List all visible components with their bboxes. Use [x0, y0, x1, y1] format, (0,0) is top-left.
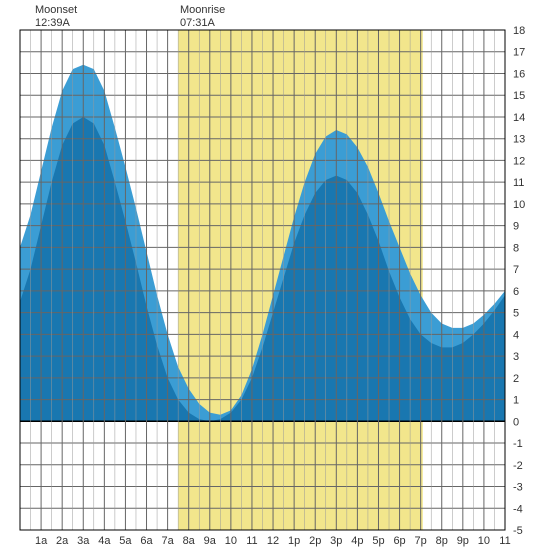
- svg-text:17: 17: [513, 47, 525, 59]
- svg-text:6p: 6p: [393, 535, 405, 547]
- svg-text:1a: 1a: [35, 535, 48, 547]
- svg-text:18: 18: [513, 25, 525, 37]
- svg-text:4: 4: [513, 329, 519, 341]
- svg-text:2p: 2p: [309, 535, 321, 547]
- svg-text:16: 16: [513, 68, 525, 80]
- moonset-annotation: Moonset 12:39A: [35, 4, 77, 30]
- svg-text:12: 12: [513, 155, 525, 167]
- svg-text:14: 14: [513, 112, 525, 124]
- svg-text:5p: 5p: [372, 535, 384, 547]
- svg-text:7p: 7p: [415, 535, 427, 547]
- svg-text:6: 6: [513, 286, 519, 298]
- svg-text:0: 0: [513, 416, 519, 428]
- svg-text:8: 8: [513, 242, 519, 254]
- svg-text:1p: 1p: [288, 535, 300, 547]
- svg-text:7: 7: [513, 264, 519, 276]
- svg-text:6a: 6a: [140, 535, 153, 547]
- moonrise-time: 07:31A: [180, 17, 225, 30]
- svg-text:5: 5: [513, 308, 519, 320]
- svg-text:11: 11: [513, 177, 524, 189]
- svg-text:10: 10: [225, 535, 237, 547]
- chart-svg: 1817161514131211109876543210-1-2-3-4-51a…: [0, 0, 550, 550]
- svg-text:2: 2: [513, 373, 519, 385]
- svg-text:7a: 7a: [161, 535, 174, 547]
- svg-text:-4: -4: [513, 503, 523, 515]
- svg-text:11: 11: [246, 535, 257, 547]
- svg-text:-3: -3: [513, 482, 523, 494]
- svg-text:4a: 4a: [98, 535, 111, 547]
- svg-text:3: 3: [513, 351, 519, 363]
- svg-text:-5: -5: [513, 525, 523, 537]
- svg-text:10: 10: [478, 535, 490, 547]
- svg-text:9p: 9p: [457, 535, 469, 547]
- svg-text:11: 11: [499, 535, 510, 547]
- moonset-label: Moonset: [35, 4, 77, 17]
- svg-text:3a: 3a: [77, 535, 90, 547]
- svg-text:2a: 2a: [56, 535, 69, 547]
- svg-text:4p: 4p: [351, 535, 363, 547]
- svg-text:15: 15: [513, 90, 525, 102]
- svg-text:10: 10: [513, 199, 525, 211]
- svg-text:5a: 5a: [119, 535, 132, 547]
- svg-text:8p: 8p: [436, 535, 448, 547]
- svg-text:9a: 9a: [204, 535, 217, 547]
- svg-text:8a: 8a: [183, 535, 196, 547]
- moonrise-annotation: Moonrise 07:31A: [180, 4, 225, 30]
- svg-text:9: 9: [513, 221, 519, 233]
- svg-text:-1: -1: [513, 438, 523, 450]
- svg-text:13: 13: [513, 134, 525, 146]
- svg-text:3p: 3p: [330, 535, 342, 547]
- svg-text:12: 12: [267, 535, 279, 547]
- svg-text:1: 1: [513, 395, 519, 407]
- moonrise-label: Moonrise: [180, 4, 225, 17]
- moonset-time: 12:39A: [35, 17, 77, 30]
- svg-text:-2: -2: [513, 460, 523, 472]
- tide-chart: Moonset 12:39A Moonrise 07:31A 181716151…: [0, 0, 550, 550]
